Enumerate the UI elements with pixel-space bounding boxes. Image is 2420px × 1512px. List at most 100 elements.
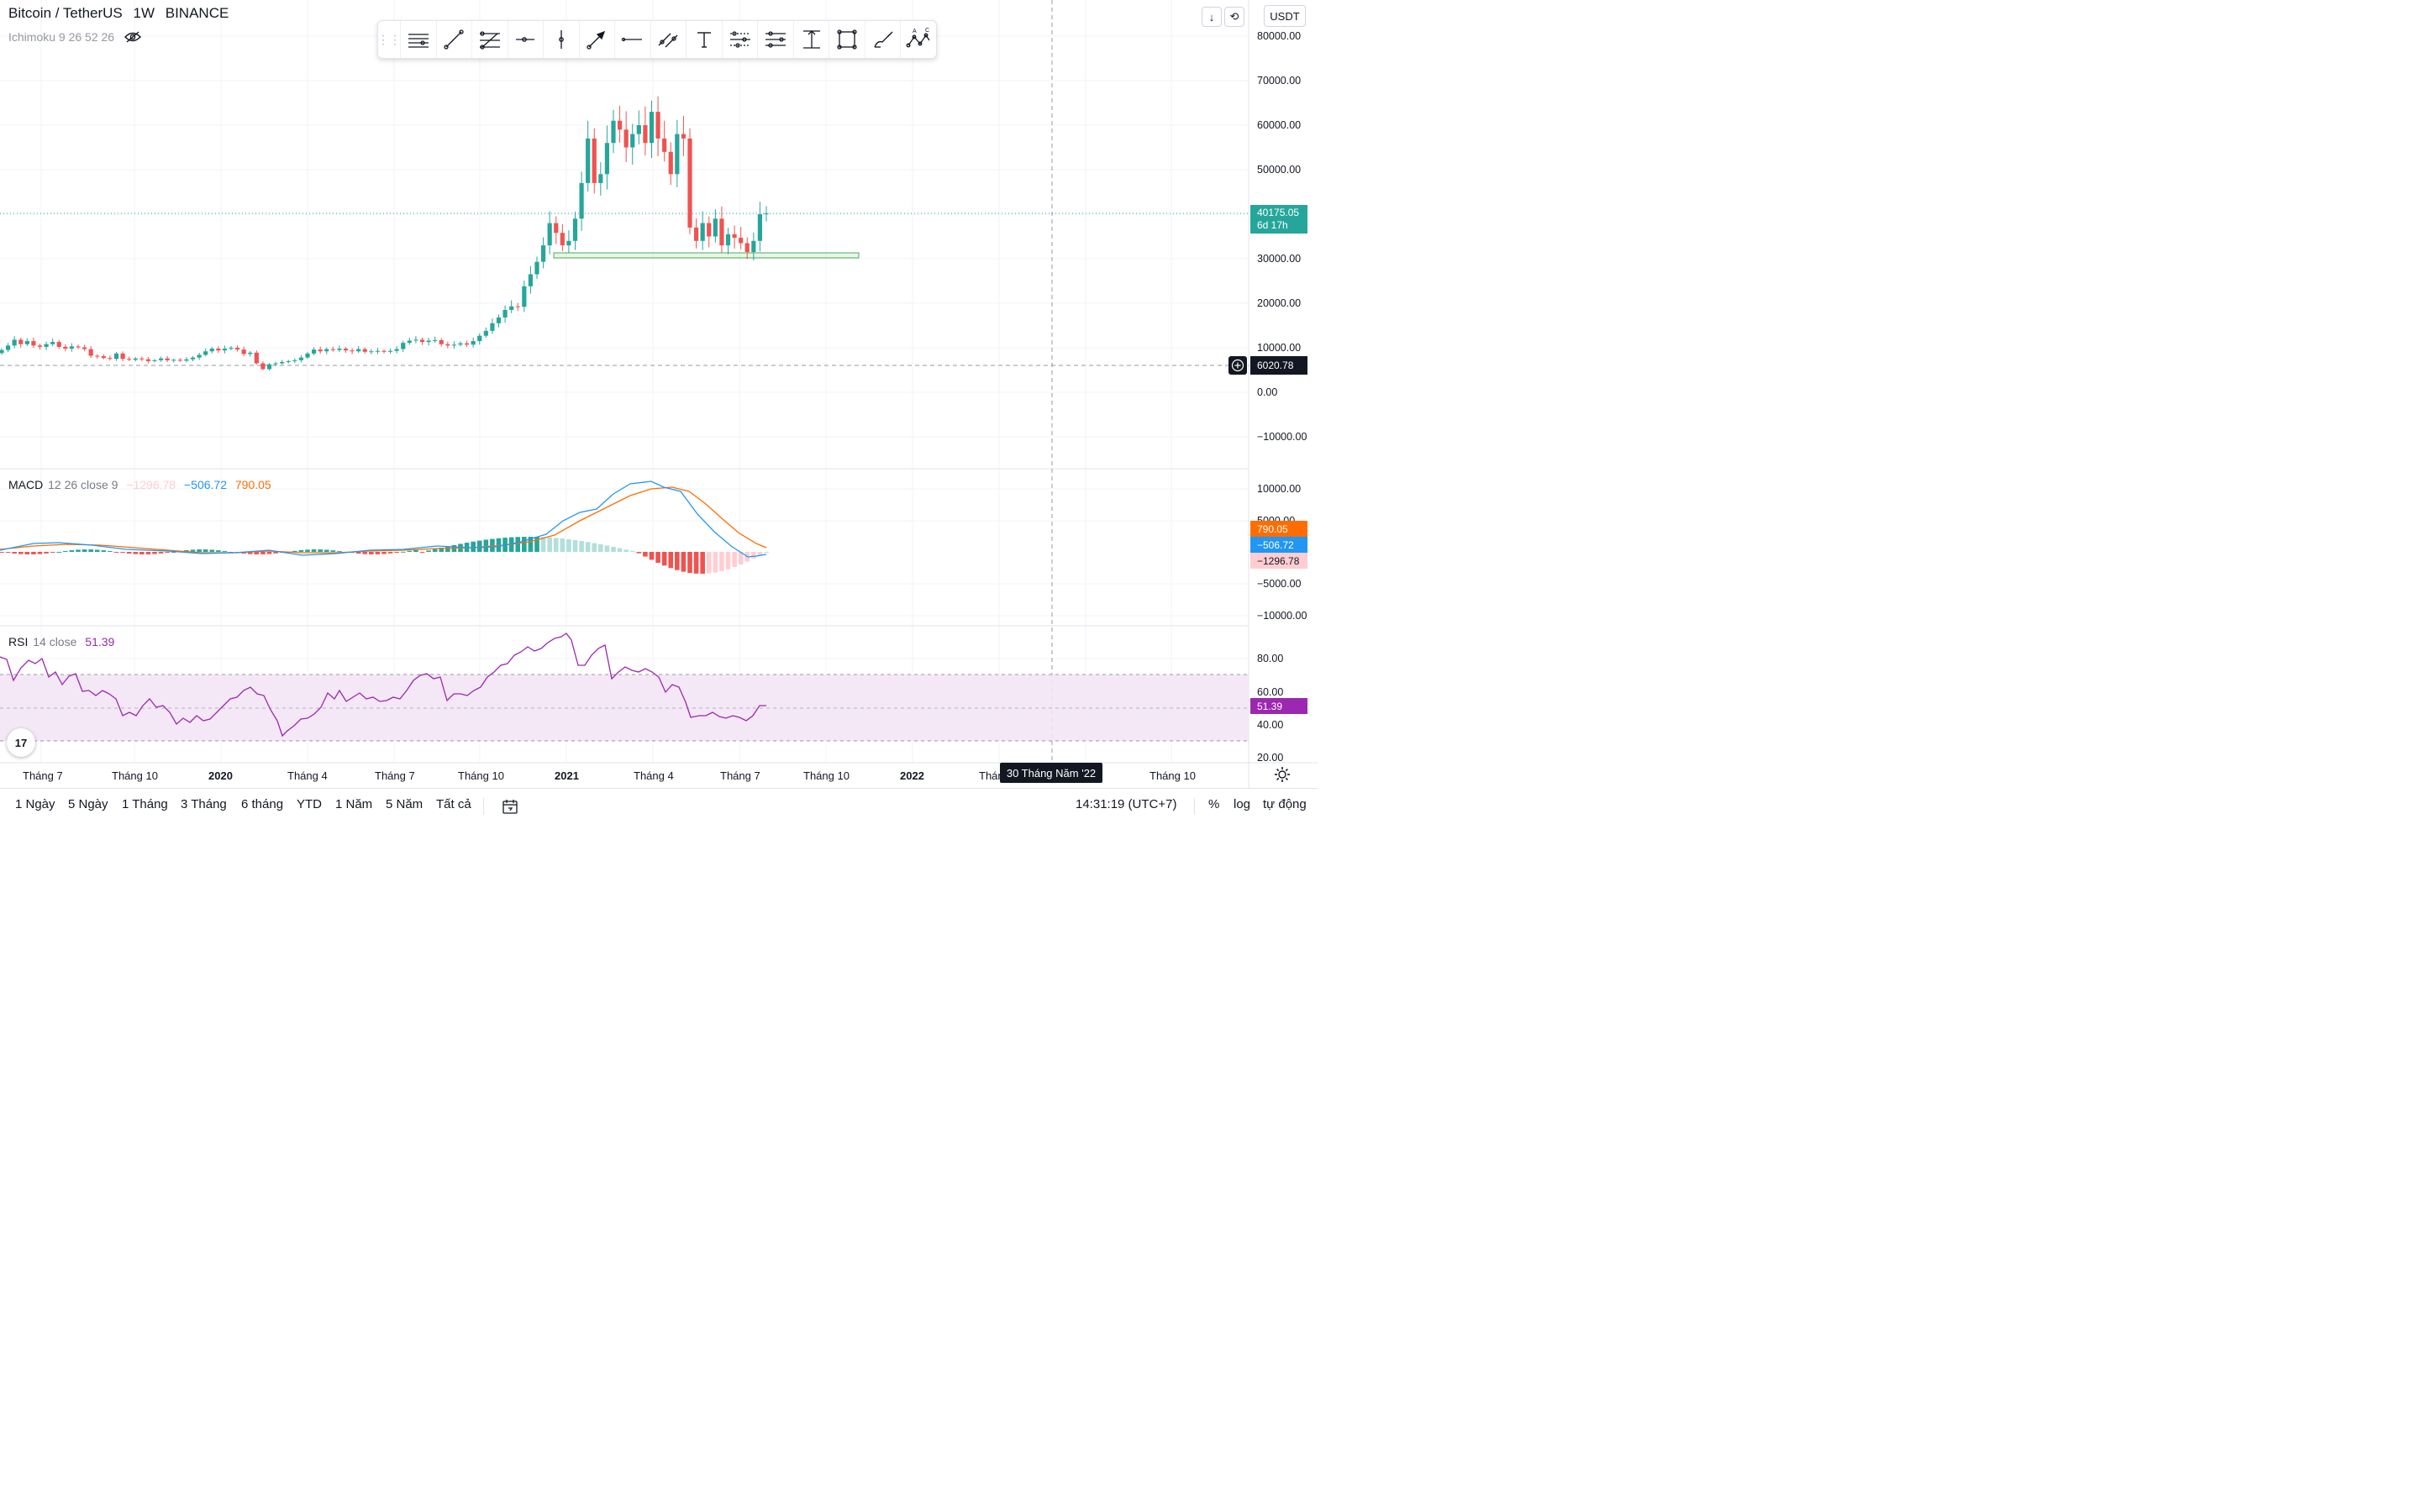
candle-body [44, 344, 49, 347]
candle-body [401, 343, 406, 349]
interval-label[interactable]: 1W [133, 5, 155, 21]
macd-histogram-bar [31, 552, 36, 554]
macd-histogram-bar [56, 551, 62, 553]
candle-body [82, 347, 87, 349]
macd-histogram-bar [63, 550, 68, 552]
svg-text:A: A [913, 29, 917, 34]
range-3m-button[interactable]: 3 Tháng [181, 797, 227, 811]
macd-histogram-bar [719, 552, 724, 571]
macd-histogram-bar [369, 552, 374, 554]
candle-body [744, 243, 750, 253]
macd-histogram-bar [94, 549, 100, 552]
parallel-channel-icon[interactable] [650, 21, 687, 58]
macd-signal-tag: 790.05 [1250, 521, 1307, 537]
range-all-button[interactable]: Tất cả [436, 797, 471, 811]
text-icon[interactable] [686, 21, 722, 58]
candle-body [184, 359, 189, 361]
range-1y-button[interactable]: 1 Năm [335, 797, 373, 811]
ichimoku-legend[interactable]: Ichimoku 9 26 52 26 [8, 30, 141, 45]
tradingview-logo[interactable]: 17 [7, 728, 35, 757]
macd-histogram-bar [522, 537, 527, 552]
trend-line-icon[interactable] [435, 21, 472, 58]
macd-histogram-bar [108, 551, 113, 553]
candle-body [298, 357, 304, 360]
rsi-axis[interactable]: 80.00 60.00 40.00 20.00 [1249, 627, 1318, 764]
candle-body [572, 218, 578, 241]
vertical-line-icon[interactable] [543, 21, 579, 58]
symbol-name[interactable]: Bitcoin / TetherUS [8, 5, 123, 21]
auto-scale-button[interactable]: tự động [1263, 797, 1307, 811]
price-range-icon[interactable] [792, 21, 829, 58]
add-alert-plus-icon[interactable] [1228, 356, 1247, 375]
candle-body [127, 359, 132, 360]
symbol-title[interactable]: Bitcoin / TetherUS 1W BINANCE [8, 5, 235, 22]
hide-eye-icon[interactable] [124, 31, 141, 45]
arrow-icon[interactable] [578, 21, 615, 58]
range-1m-button[interactable]: 1 Tháng [122, 797, 168, 811]
candle-body [471, 341, 476, 345]
macd-params: 12 26 close 9 [48, 478, 118, 491]
candle-body [343, 349, 349, 351]
chart-settings-gear-icon[interactable] [1274, 766, 1291, 783]
macd-histogram-bar [273, 552, 278, 554]
range-5y-button[interactable]: 5 Năm [386, 797, 424, 811]
rectangle-icon[interactable] [829, 21, 865, 58]
macd-histogram-bar [37, 552, 43, 554]
time-tick: Tháng 4 [287, 769, 328, 782]
candle-body [732, 234, 737, 239]
range-6m-button[interactable]: 6 tháng [241, 797, 284, 811]
macd-histogram-bar [445, 546, 450, 552]
go-to-date-calendar-icon[interactable] [502, 798, 518, 815]
range-1d-button[interactable]: 1 Ngày [15, 797, 55, 811]
exchange-label: BINANCE [165, 5, 229, 21]
candle-body [37, 345, 43, 347]
percent-scale-button[interactable]: % [1208, 797, 1220, 811]
time-tick: Tháng 10 [112, 769, 158, 782]
macd-histogram-bar [579, 541, 584, 552]
macd-histogram-bar [636, 552, 642, 554]
candle-body [757, 214, 763, 241]
horizontal-lines-icon[interactable] [400, 21, 436, 58]
time-axis[interactable]: Tháng 7 Tháng 10 2020 Tháng 4 Tháng 7 Th… [0, 764, 1249, 787]
macd-histogram-bar [101, 550, 107, 552]
time-tick: Thán [979, 769, 1004, 782]
candle-body [681, 134, 687, 139]
macd-histogram-bar [120, 552, 125, 554]
candle-body [560, 233, 565, 246]
candle-body [586, 138, 591, 183]
svg-text:C: C [925, 28, 929, 34]
refresh-icon[interactable]: ⟲ [1224, 7, 1244, 27]
fib-retracement-icon[interactable] [471, 21, 508, 58]
candle-body [426, 340, 431, 343]
candle-body [280, 361, 285, 364]
macd-legend[interactable]: MACD 12 26 close 9 −1296.78 −506.72 790.… [8, 478, 271, 491]
range-5d-button[interactable]: 5 Ngày [68, 797, 108, 811]
macd-histogram-bar [661, 552, 667, 566]
clock-time[interactable]: 14:31:19 (UTC+7) [1076, 797, 1177, 811]
download-icon[interactable]: ↓ [1202, 7, 1222, 27]
candle-body [477, 335, 482, 342]
currency-button[interactable]: USDT [1264, 5, 1306, 27]
macd-line-value: −506.72 [184, 478, 227, 491]
log-scale-button[interactable]: log [1234, 797, 1251, 811]
macd-histogram-bar [330, 550, 336, 552]
candle-body [292, 360, 297, 361]
brush-icon[interactable] [864, 21, 901, 58]
rsi-legend[interactable]: RSI 14 close 51.39 [8, 635, 114, 648]
macd-histogram-bar [643, 552, 648, 557]
macd-histogram-bar [706, 552, 712, 574]
rsi-tick: 20.00 [1257, 752, 1284, 764]
gann-icon[interactable] [757, 21, 793, 58]
candle-body [719, 218, 724, 246]
drag-handle-icon[interactable]: ⋮⋮ [377, 32, 401, 46]
horizontal-ray-icon[interactable] [507, 21, 544, 58]
fib-channel-icon[interactable] [721, 21, 758, 58]
horizontal-line-icon[interactable] [614, 21, 650, 58]
price-axis[interactable]: 80000.00 70000.00 60000.00 50000.00 3000… [1249, 0, 1318, 454]
macd-histogram-bar [152, 552, 157, 554]
chart-canvas[interactable] [0, 0, 1318, 788]
price-tick: −10000.00 [1257, 431, 1307, 443]
macd-histogram-bar [693, 552, 699, 574]
range-ytd-button[interactable]: YTD [297, 797, 322, 811]
